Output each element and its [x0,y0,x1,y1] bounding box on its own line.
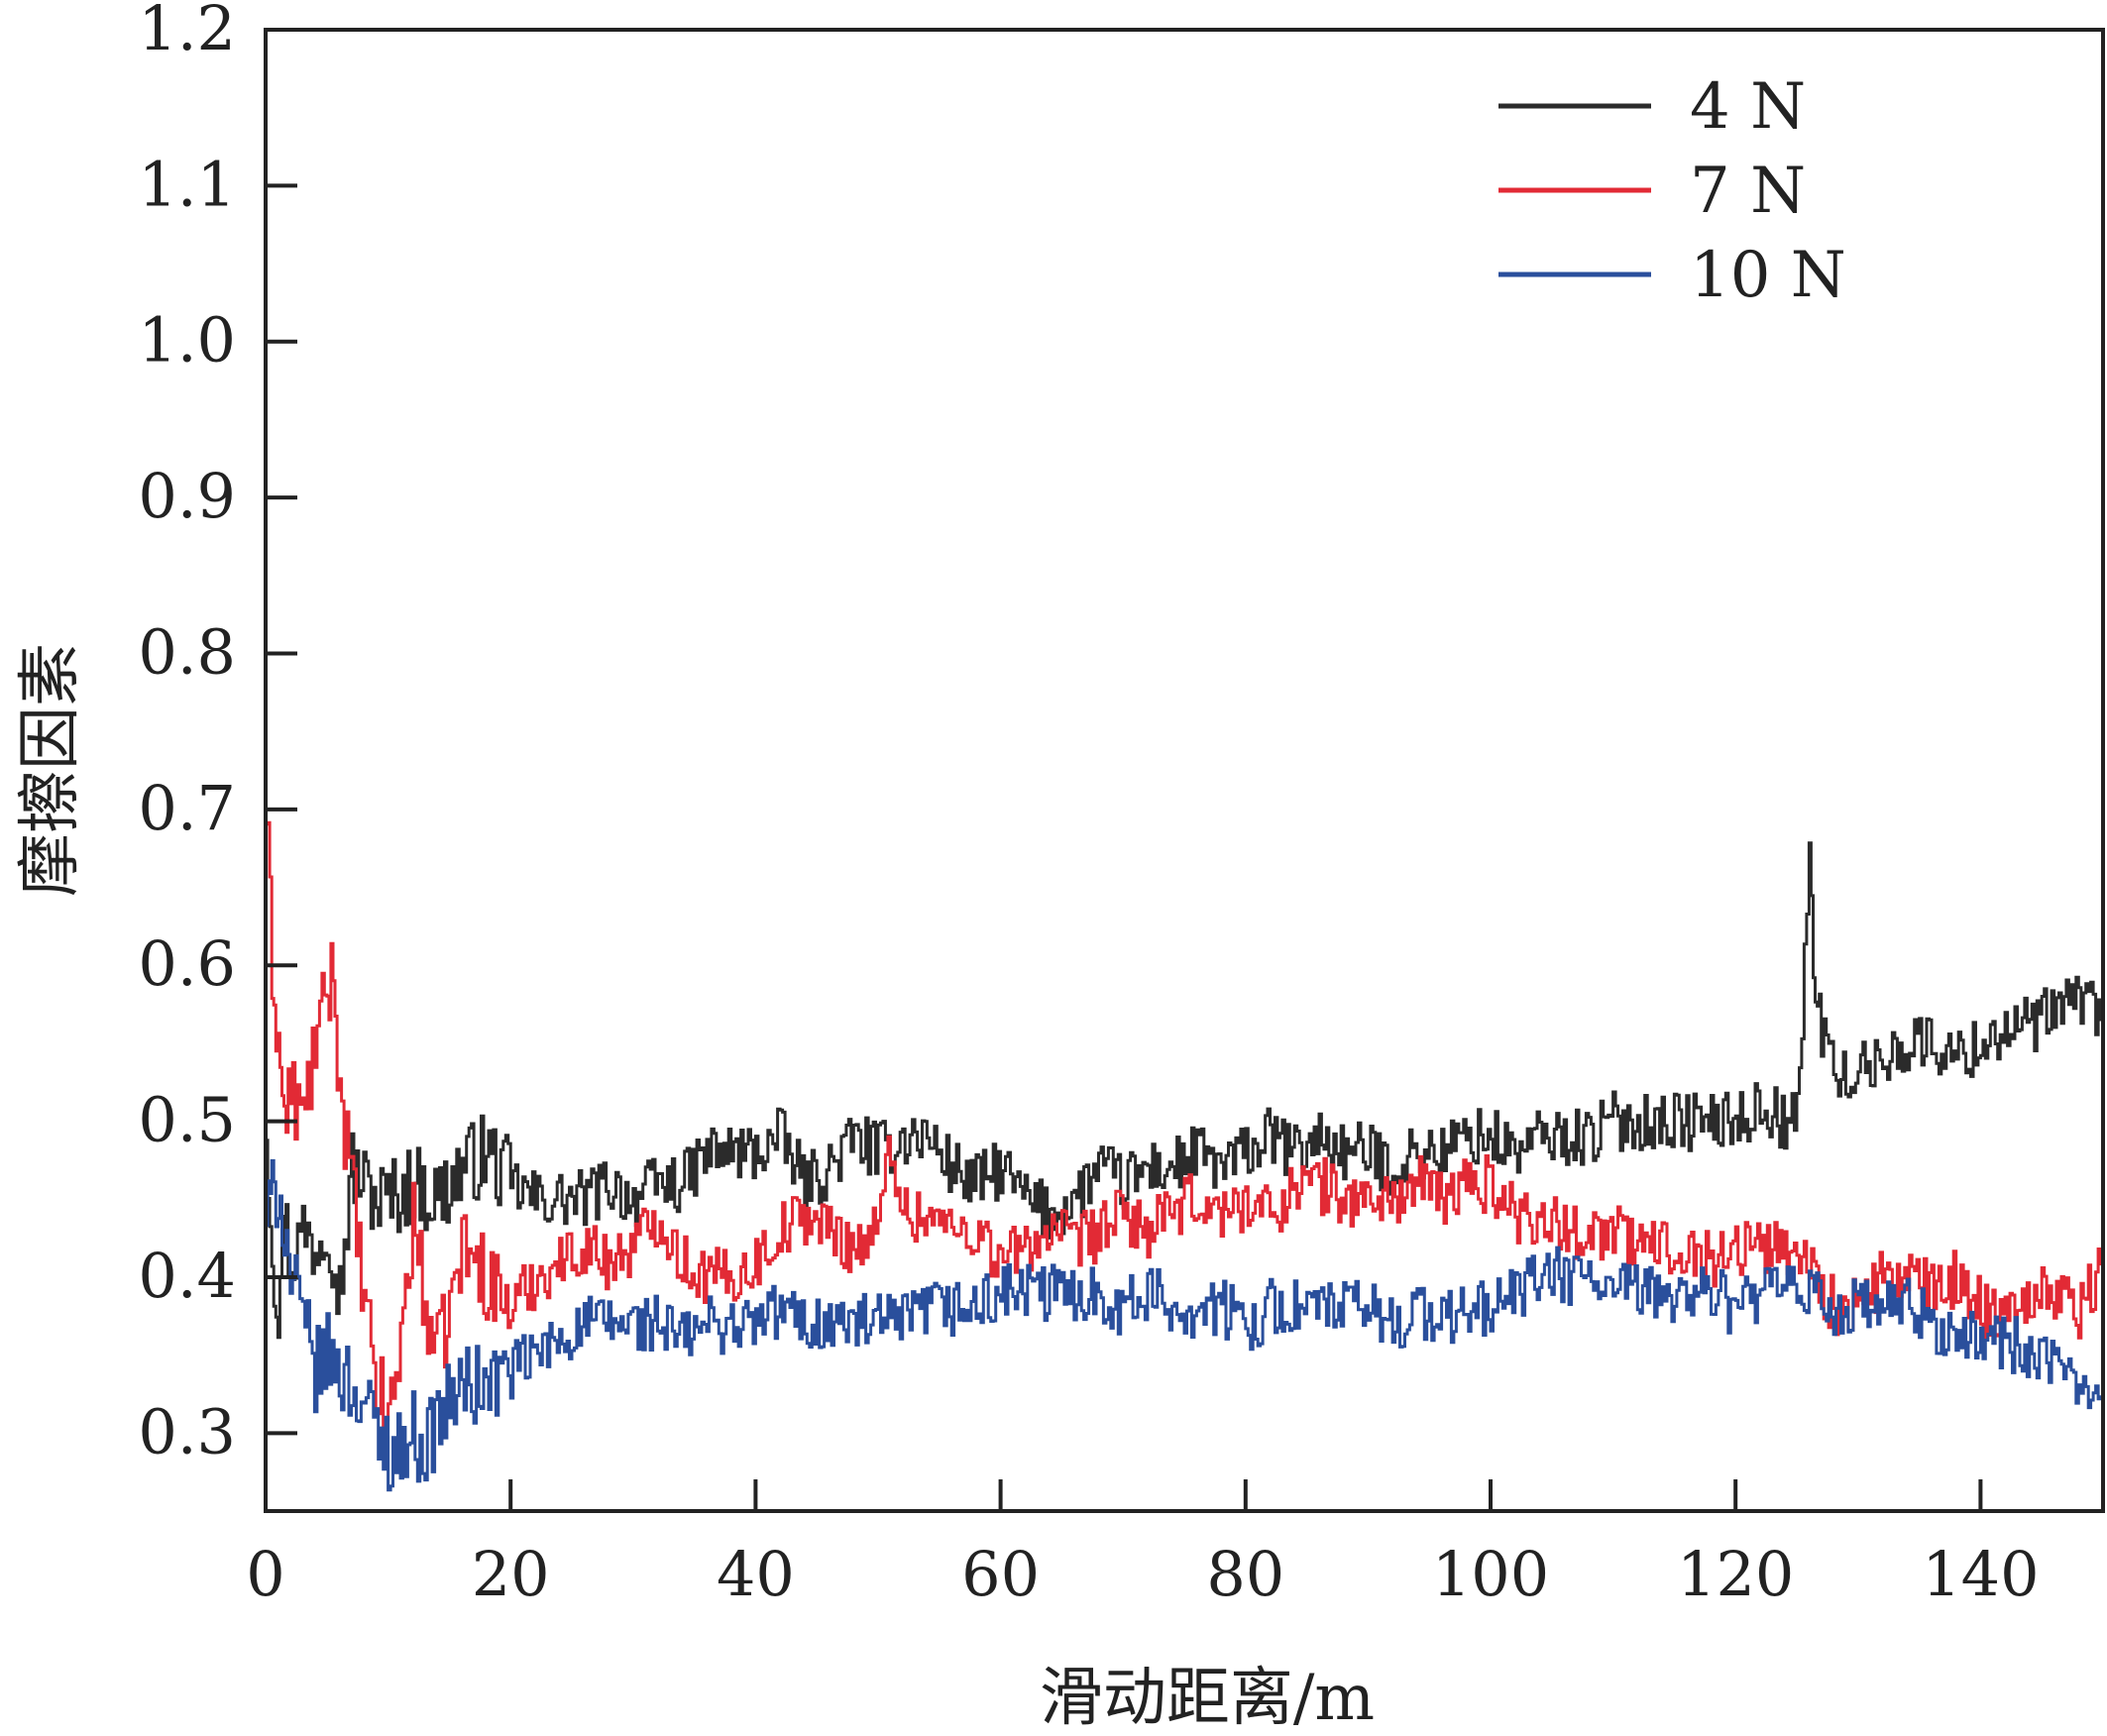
legend-label: 10 N [1690,239,1846,312]
legend: 4 N 7 N 10 N [1498,70,1846,312]
y-tick-label: 1.2 [138,0,236,64]
series-layer [266,820,2103,1492]
x-tick-label: 40 [717,1538,795,1610]
plot-frame [264,28,2105,1513]
x-tick-label: 0 [246,1538,284,1610]
series-line-7n [266,820,2103,1432]
y-tick-label: 0.8 [138,615,236,688]
y-tick-label: 0.3 [138,1395,236,1467]
legend-label: 7 N [1690,155,1806,228]
series-line-10n [266,1158,2103,1492]
y-tick-label: 0.6 [138,927,236,1000]
y-tick-label: 1.1 [138,148,236,220]
x-tick-label: 120 [1677,1538,1794,1610]
y-tick-label: 0.4 [138,1240,236,1312]
y-axis-title: 摩擦因素 [14,643,87,897]
y-tick-label: 1.0 [138,304,236,377]
ticks-layer: 0 20 40 60 80 100 120 140 0.3 0.4 0.5 0.6 0.7 0.8 0.9 1… [138,0,2039,1610]
series-line-4n [266,841,2103,1340]
y-tick-label: 0.7 [138,772,236,844]
x-tick-label: 60 [961,1538,1040,1610]
x-tick-label: 80 [1206,1538,1284,1610]
y-tick-label: 0.9 [138,460,236,532]
x-tick-label: 20 [472,1538,550,1610]
y-tick-label: 0.5 [138,1084,236,1156]
x-tick-label: 100 [1432,1538,1549,1610]
legend-label: 4 N [1690,70,1806,144]
x-axis-title: 滑动距离/m [1040,1662,1375,1735]
x-tick-label: 140 [1922,1538,2039,1610]
